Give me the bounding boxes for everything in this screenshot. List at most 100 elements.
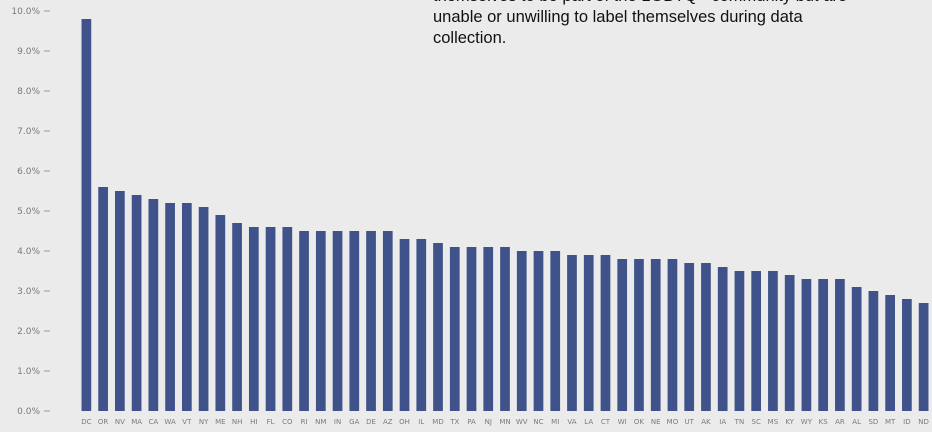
x-tick-label-sc: SC — [752, 418, 761, 426]
y-tick-label: 3.0% — [17, 287, 40, 297]
x-tick-label-dc: DC — [81, 418, 91, 426]
bar-me — [215, 215, 226, 411]
bar-mt — [885, 295, 895, 411]
x-tick-label-pa: PA — [467, 418, 476, 426]
x-tick-label-or: OR — [98, 418, 109, 426]
y-tick-label: 5.0% — [17, 207, 40, 217]
bars — [81, 19, 929, 411]
bar-wi — [617, 259, 628, 411]
y-tick-label: 9.0% — [17, 47, 40, 57]
bar-nm — [315, 231, 326, 411]
x-tick-label-tx: TX — [449, 418, 459, 426]
bar-tx — [449, 247, 460, 411]
bar-ri — [299, 231, 309, 411]
bar-ky — [784, 275, 795, 411]
x-tick-label-mi: MI — [551, 418, 559, 426]
bar-wa — [165, 203, 175, 411]
bar-hi — [248, 227, 259, 411]
x-tick-label-ri: RI — [301, 418, 308, 426]
bar-ia — [717, 267, 728, 411]
x-tick-label-mn: MN — [499, 418, 510, 426]
bar-ma — [131, 195, 142, 411]
x-tick-label-nm: NM — [315, 418, 326, 426]
x-tick-label-wi: WI — [618, 418, 627, 426]
bar-pa — [466, 247, 477, 411]
x-tick-label-me: ME — [215, 418, 225, 426]
bar-oh — [399, 239, 410, 411]
x-tick-label-nh: NH — [232, 418, 243, 426]
bar-sc — [751, 271, 762, 411]
bar-dc — [81, 19, 92, 411]
x-tick-label-id: ID — [903, 418, 910, 426]
bar-nc — [533, 251, 544, 411]
bar-mo — [667, 259, 678, 411]
x-tick-label-mo: MO — [667, 418, 679, 426]
x-tick-label-nd: ND — [918, 418, 929, 426]
x-tick-label-wa: WA — [164, 418, 176, 426]
x-tick-label-ak: AK — [701, 418, 711, 426]
y-tick-label: 1.0% — [17, 367, 40, 377]
x-tick-label-wy: WY — [801, 418, 813, 426]
bar-mn — [500, 247, 510, 411]
x-tick-label-ny: NY — [199, 418, 209, 426]
bar-md — [433, 243, 443, 411]
x-tick-label-ms: MS — [768, 418, 779, 426]
bar-ga — [349, 231, 360, 411]
x-tick-label-ia: IA — [719, 418, 726, 426]
x-tick-label-la: LA — [584, 418, 593, 426]
y-axis: 0.0% 1.0% 2.0% 3.0% 4.0% 5.0% 6.0% 7.0% 8.0% 9.0%… — [11, 7, 50, 417]
bar-ok — [634, 259, 644, 411]
x-tick-label-co: CO — [282, 418, 293, 426]
x-axis: DC OR NV MA CA WA VT NY ME NH HI FL CO RI NM IN GA DE AZ OH… — [81, 418, 929, 426]
bar-wy — [801, 279, 812, 411]
bar-ut — [684, 263, 695, 411]
x-tick-label-ks: KS — [819, 418, 829, 426]
x-tick-label-hi: HI — [250, 418, 257, 426]
x-tick-label-ga: GA — [349, 418, 359, 426]
y-tick-label: 4.0% — [17, 247, 40, 257]
x-tick-label-nv: NV — [115, 418, 125, 426]
bar-co — [282, 227, 293, 411]
x-tick-label-vt: VT — [182, 418, 192, 426]
bar-id — [902, 299, 912, 411]
y-tick-label: 8.0% — [17, 87, 40, 97]
bar-nj — [483, 247, 494, 411]
x-tick-label-ca: CA — [149, 418, 159, 426]
bar-nh — [232, 223, 242, 411]
chart-annotation: themselves to be part of the LGBTQ+ comm… — [433, 0, 847, 47]
y-tick-label: 0.0% — [17, 407, 40, 417]
bar-nd — [918, 303, 929, 411]
y-tick-label: 10.0% — [11, 7, 40, 17]
x-tick-label-de: DE — [366, 418, 376, 426]
bar-ct — [600, 255, 611, 411]
bar-ar — [835, 279, 845, 411]
x-tick-label-md: MD — [432, 418, 443, 426]
x-tick-label-az: AZ — [383, 418, 393, 426]
bar-or — [98, 187, 108, 411]
x-tick-label-ut: UT — [684, 418, 694, 426]
x-tick-label-sd: SD — [868, 418, 878, 426]
bar-wv — [516, 251, 527, 411]
y-tick-label: 7.0% — [17, 127, 40, 137]
x-tick-label-wv: WV — [516, 418, 528, 426]
x-tick-label-ky: KY — [785, 418, 794, 426]
x-tick-label-ct: CT — [601, 418, 611, 426]
x-tick-label-in: IN — [334, 418, 341, 426]
x-tick-label-ne: NE — [651, 418, 661, 426]
x-tick-label-nj: NJ — [485, 418, 492, 426]
bar-al — [851, 287, 862, 411]
bar-ca — [148, 199, 159, 411]
bar-de — [366, 231, 376, 411]
x-tick-label-ok: OK — [634, 418, 645, 426]
bar-ks — [818, 279, 829, 411]
bar-la — [583, 255, 594, 411]
x-tick-label-mt: MT — [885, 418, 896, 426]
x-tick-label-oh: OH — [399, 418, 410, 426]
bar-il — [416, 239, 427, 411]
x-tick-label-fl: FL — [267, 418, 275, 426]
x-tick-label-ma: MA — [131, 418, 142, 426]
x-tick-label-il: IL — [418, 418, 424, 426]
bar-tn — [734, 271, 745, 411]
x-tick-label-nc: NC — [533, 418, 543, 426]
